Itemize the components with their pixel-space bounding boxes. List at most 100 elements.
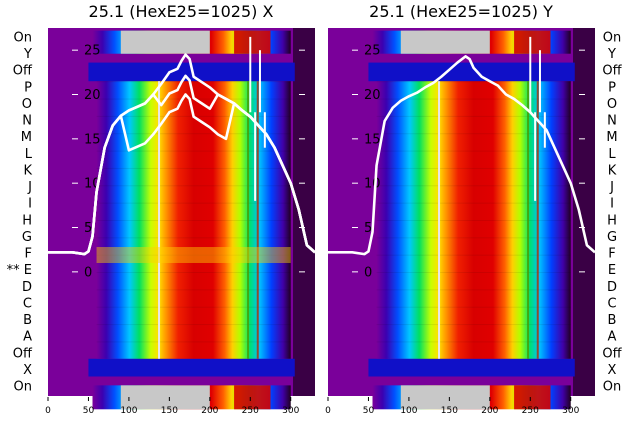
row-separator [376, 306, 571, 308]
y-tick-label: 15 [84, 132, 101, 147]
row-separator [376, 237, 571, 239]
row-separator [376, 98, 571, 100]
row-label: H [607, 213, 617, 228]
row-label: B [23, 313, 32, 328]
y-tick-label: 15 [364, 132, 381, 147]
row-label: L [608, 147, 616, 162]
x-tick-label: 250 [522, 406, 539, 416]
marker-line [438, 81, 441, 359]
chart-title: 25.1 (HexE25=1025) Y [369, 2, 553, 21]
row-separator [376, 115, 571, 117]
top-strip-gray [120, 30, 210, 54]
row-label: K [23, 163, 32, 178]
plot-edge-dark [293, 28, 315, 396]
row-separator [376, 185, 571, 187]
x-tick-label: 0 [45, 406, 51, 416]
row-label: P [24, 80, 32, 95]
row-separator [376, 150, 571, 152]
profile-line [328, 55, 596, 256]
y-tick-label: 10 [364, 177, 381, 192]
row-separator [376, 289, 571, 291]
top-strip-hot [514, 30, 551, 54]
row-separator [96, 289, 291, 291]
highlight-row-E [96, 247, 291, 263]
row-label: Off [602, 346, 622, 361]
x-tick-label: 100 [120, 406, 137, 416]
y-tick-label: 25 [364, 44, 381, 59]
row-label: I [610, 197, 614, 212]
x-tick-label: 200 [201, 406, 218, 416]
row-separator [96, 341, 291, 343]
row-label: On [603, 380, 621, 395]
x-tick-label: 300 [562, 406, 579, 416]
row-label: On [14, 380, 32, 395]
row-separator [96, 133, 291, 135]
y-tick-label: 0 [364, 265, 372, 280]
bottom-strip-gray [120, 385, 210, 410]
row-separator [96, 254, 291, 256]
row-label: K [608, 163, 617, 178]
top-strip-gray [400, 30, 490, 54]
row-separator [376, 133, 571, 135]
row-separator [376, 254, 571, 256]
row-separator [376, 202, 571, 204]
marker-line [527, 81, 530, 359]
row-label: L [25, 147, 33, 162]
row-label: M [606, 130, 617, 145]
row-label: C [607, 296, 616, 311]
x-tick-label: 250 [242, 406, 259, 416]
x-tick-label: 150 [161, 406, 178, 416]
y-tick-label: 0 [84, 265, 92, 280]
row-separator [96, 150, 291, 152]
y-tick-label: 5 [364, 221, 372, 236]
y-tick-label: 20 [364, 88, 381, 103]
off-bar-bottom [368, 358, 575, 377]
row-separator [96, 306, 291, 308]
y-tick-label: 5 [84, 221, 92, 236]
top-strip-hot [234, 30, 271, 54]
row-label: O [22, 97, 32, 112]
row-label: G [22, 230, 32, 245]
row-label: D [22, 280, 32, 295]
row-label: P [608, 80, 616, 95]
marker-line [536, 81, 539, 359]
x-tick-label: 50 [83, 406, 95, 416]
row-label: H [22, 213, 32, 228]
row-label: E [608, 263, 616, 278]
row-label: Off [13, 346, 33, 361]
chart-title: 25.1 (HexE25=1025) X [89, 2, 274, 21]
row-label: B [608, 313, 617, 328]
row-separator [96, 324, 291, 326]
x-tick-label: 200 [481, 406, 498, 416]
row-label: D [607, 280, 617, 295]
y-tick-label: 25 [84, 44, 101, 59]
off-bar-bottom [88, 358, 295, 377]
row-separator [96, 237, 291, 239]
row-label: ** E [7, 263, 32, 278]
row-separator [96, 185, 291, 187]
row-label: J [27, 180, 32, 195]
row-label: On [14, 31, 32, 46]
row-label: J [609, 180, 614, 195]
x-tick-label: 50 [363, 406, 375, 416]
row-separator [376, 341, 571, 343]
row-label: Off [13, 64, 33, 79]
x-tick-label: 0 [325, 406, 331, 416]
row-label: N [22, 114, 32, 129]
bottom-strip-hot [234, 385, 271, 410]
row-label: M [21, 130, 32, 145]
row-separator [96, 272, 291, 274]
row-separator [376, 324, 571, 326]
row-separator [376, 272, 571, 274]
row-label: Y [607, 47, 616, 62]
x-tick-label: 300 [282, 406, 299, 416]
row-separator [96, 219, 291, 221]
row-label: A [23, 330, 32, 345]
row-separator [96, 167, 291, 169]
row-label: I [28, 197, 32, 212]
row-label: On [603, 31, 621, 46]
row-separator [96, 202, 291, 204]
bottom-strip-gray [400, 385, 490, 410]
